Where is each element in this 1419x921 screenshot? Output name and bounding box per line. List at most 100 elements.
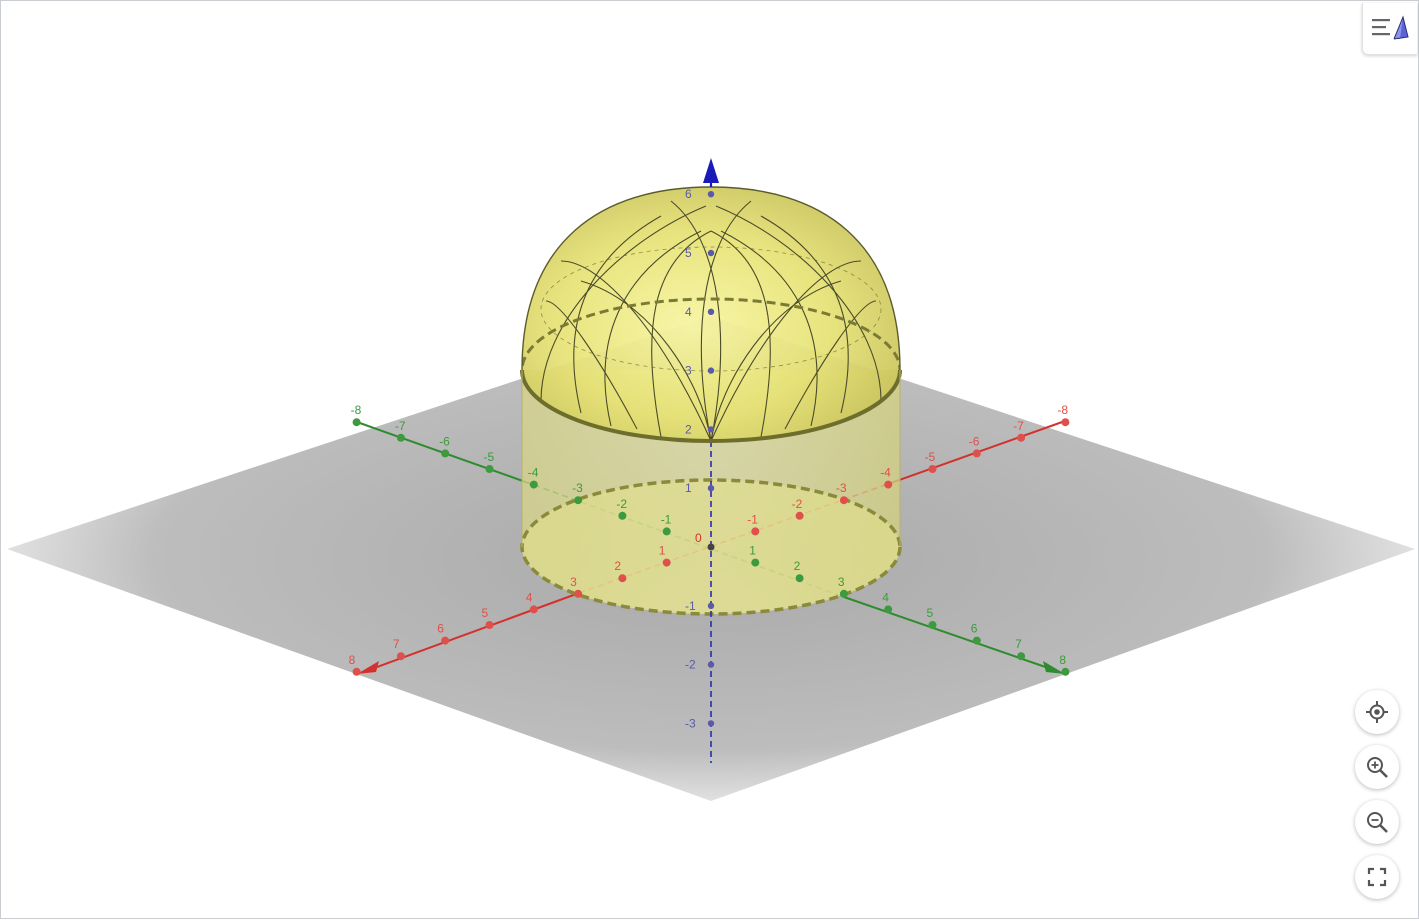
y-axis-tick: [972, 636, 981, 645]
y-axis-tick: [884, 605, 893, 614]
x-axis-tick: [441, 636, 450, 645]
z-axis-tick-label: 6: [685, 187, 692, 201]
x-axis-tick-label: -5: [925, 450, 936, 464]
x-axis-tick-label: 8: [349, 653, 356, 667]
x-axis-tick-label: 3: [570, 575, 577, 589]
x-axis-tick: [972, 449, 981, 458]
x-axis-tick-label: -1: [747, 512, 758, 526]
z-axis-tick: [707, 661, 715, 668]
y-axis-tick: [839, 589, 848, 598]
z-axis-tick: [707, 426, 715, 433]
z-axis-tick: [707, 191, 715, 198]
cylinder-top-rim: [520, 369, 902, 443]
y-axis-tick: [441, 449, 450, 458]
x-axis-tick-label: 6: [437, 622, 444, 636]
y-axis-tick-label: -3: [572, 481, 583, 495]
y-axis-tick: [574, 496, 583, 505]
axis-ticks: -8 -7 -6 -5 -4 -3 -2 -1 1 2 3 4 5 6 7 8 -8 -7 -6 -5 -4 -3 -2 -1…: [349, 187, 1070, 730]
y-axis-tick: [618, 511, 627, 520]
x-axis-tick: [352, 667, 361, 676]
z-axis-tick: [707, 602, 715, 609]
x-axis-tick-label: 5: [482, 606, 489, 620]
x-axis-tick: [574, 589, 583, 598]
y-axis-tick-label: -4: [528, 466, 539, 480]
origin-point: [707, 543, 715, 551]
x-axis-arrow: [357, 661, 379, 674]
x-axis-tick: [529, 605, 538, 614]
x-axis-tick-label: 2: [614, 559, 621, 573]
z-axis-tick-label: 2: [685, 422, 692, 436]
x-axis-tick: [1017, 433, 1026, 442]
y-axis-tick-label: -2: [616, 497, 627, 511]
z-axis-tick: [707, 367, 715, 374]
y-axis-tick-label: 2: [794, 559, 801, 573]
y-axis-tick: [662, 527, 671, 536]
z-axis-tick-label: -2: [685, 658, 696, 672]
x-axis-tick: [1061, 418, 1070, 427]
y-axis-tick: [352, 418, 361, 427]
z-axis-tick: [707, 249, 715, 257]
x-axis-tick: [662, 558, 671, 567]
z-axis-tick: [707, 308, 715, 315]
zoom-in-icon: [1367, 757, 1388, 778]
z-axis-tick: [707, 485, 715, 492]
fullscreen-button[interactable]: [1355, 855, 1399, 899]
x-axis-tick-label: -4: [880, 466, 891, 480]
x-axis-tick-label: 1: [659, 544, 666, 558]
z-axis-tick-label: 5: [685, 246, 692, 260]
origin-label: 0: [695, 531, 702, 545]
x-axis-tick: [839, 496, 848, 505]
z-axis-tick-label: 1: [685, 481, 692, 495]
x-axis-tick: [795, 511, 804, 520]
hemisphere-mesh: [522, 200, 900, 441]
x-axis-tick-label: 4: [526, 590, 533, 604]
y-axis-tick-label: 8: [1059, 653, 1066, 667]
y-axis-tick: [751, 558, 760, 567]
y-axis-tick: [485, 465, 494, 473]
y-axis-tick-label: 6: [971, 622, 978, 636]
y-axis-tick-label: 1: [749, 544, 756, 558]
z-axis-arrow: [703, 158, 719, 183]
y-axis-tick-label: -5: [484, 450, 495, 464]
y-axis-tick-label: 3: [838, 575, 845, 589]
y-axis-tick-label: 5: [927, 606, 934, 620]
x-axis-tick-label: -7: [1013, 419, 1024, 433]
x-axis-tick: [928, 465, 937, 473]
menu-perspective-icon: [1372, 14, 1409, 39]
x-axis-tick: [485, 621, 494, 629]
x-axis-tick-label: 7: [393, 637, 400, 651]
x-axis-tick-label: -8: [1057, 403, 1068, 417]
zoom-out-icon: [1367, 812, 1388, 833]
y-axis-tick-label: 7: [1015, 637, 1022, 651]
y-axis-tick: [396, 433, 405, 442]
y-axis-tick-label: -6: [439, 434, 450, 448]
x-axis-tick-label: -6: [969, 434, 980, 448]
x-axis-tick-label: -3: [836, 481, 847, 495]
x-axis-tick: [618, 574, 627, 583]
z-axis-tick-label: -3: [685, 716, 696, 730]
x-axis-tick-label: -2: [792, 497, 803, 511]
y-axis-tick: [1017, 652, 1026, 661]
standard-view-icon: [1366, 701, 1388, 723]
y-axis-tick: [928, 621, 937, 629]
x-axis-tick: [884, 480, 893, 489]
y-axis-tick-label: -1: [661, 512, 672, 526]
zoom-in-button[interactable]: [1355, 745, 1399, 789]
z-axis-tick-label: 4: [685, 305, 692, 319]
y-axis-tick: [1061, 667, 1070, 676]
fullscreen-icon: [1367, 867, 1387, 887]
zoom-out-button[interactable]: [1355, 800, 1399, 844]
y-axis-tick-label: -7: [395, 419, 406, 433]
z-axis-tick: [707, 720, 715, 727]
standard-view-button[interactable]: [1355, 690, 1399, 734]
y-axis-tick: [795, 574, 804, 583]
z-axis-tick-label: -1: [685, 599, 696, 613]
y-axis-tick-label: -8: [351, 403, 362, 417]
y-axis-tick-label: 4: [882, 590, 889, 604]
y-axis-arrow: [1043, 661, 1065, 674]
x-axis-tick: [751, 527, 760, 536]
menu-button[interactable]: [1362, 3, 1417, 55]
z-axis-tick-label: 3: [685, 364, 692, 378]
